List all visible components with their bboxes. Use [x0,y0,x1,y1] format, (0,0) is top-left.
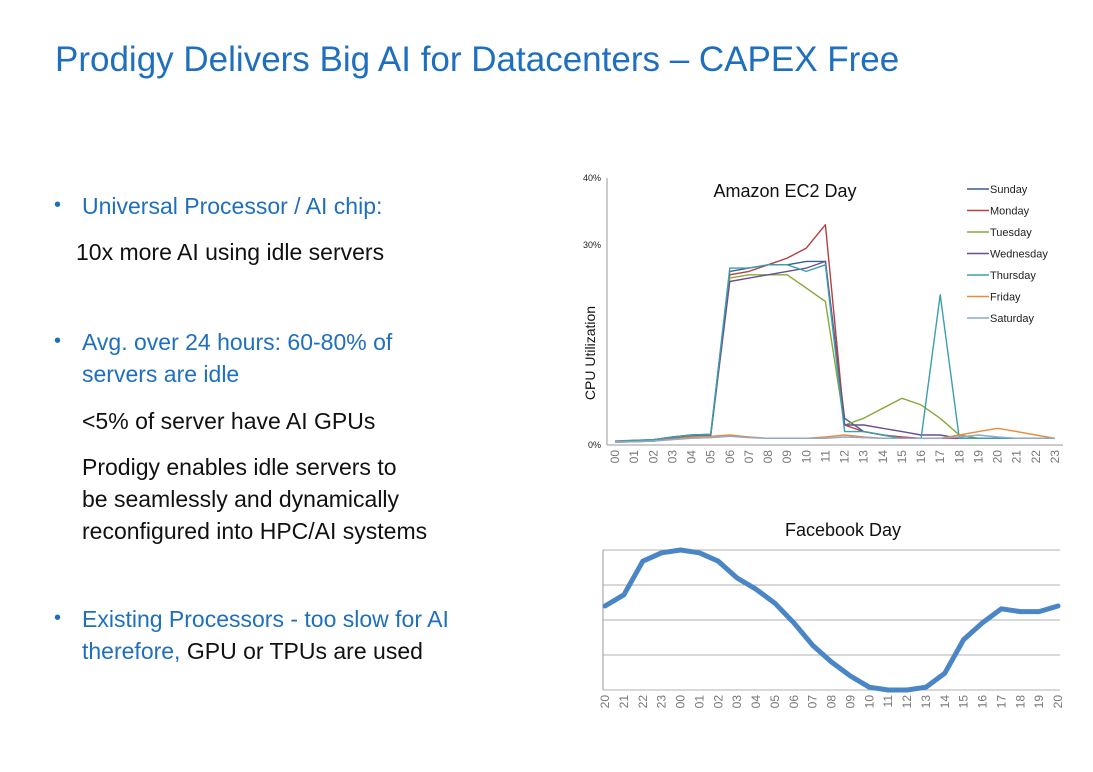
sub-text: reconfigured into HPC/AI systems [82,518,428,544]
x-tick-label: 05 [768,695,782,709]
series-line-tuesday [614,274,1055,443]
x-tick-label: 22 [1029,450,1043,464]
x-tick-label: 18 [952,450,966,464]
slide-title: Prodigy Delivers Big AI for Datacenters … [55,40,900,79]
legend-label: Monday [990,206,1030,218]
x-tick-label: 00 [674,695,688,709]
x-tick-label: 13 [919,695,933,709]
x-tick-label: 01 [692,695,706,709]
x-tick-label: 01 [627,450,641,464]
x-tick-label: 11 [881,695,895,708]
facebook-chart: Facebook Day 20 21 22 23 00 01 02 03 04 05 06 07 08 09… [598,520,1065,709]
x-tick-label: 22 [636,695,650,709]
y-tick-label: 30% [583,240,601,250]
bullet-marker: • [54,330,62,352]
bullet-text: Avg. over 24 hours: 60-80% of [82,329,393,355]
x-tick-label: 11 [818,450,832,463]
amazon-ec2-chart: 0% 30% 40% 00 01 02 03 04 05 06 07 08 09 10 11 12 13 14 15… [582,173,1063,464]
x-tick-label: 07 [742,450,756,464]
x-tick-label: 10 [862,695,876,709]
x-tick-label: 00 [608,450,622,464]
x-tick-label: 02 [646,450,660,464]
bullet-marker: • [54,194,62,216]
x-tick-label: 04 [749,695,763,709]
sub-text: 10x more AI using idle servers [76,239,385,265]
x-tick-label: 19 [1032,695,1046,709]
x-tick-label: 17 [933,450,947,464]
y-axis-label: CPU Utilization [582,306,598,400]
x-tick-label: 12 [900,695,914,709]
legend-label: Wednesday [990,249,1048,261]
legend-label: Friday [990,292,1021,304]
legend-label: Thursday [990,270,1036,282]
legend-label: Tuesday [990,227,1032,239]
x-tick-label: 02 [711,695,725,709]
bullet-text: therefore, GPU or TPUs are used [82,638,423,664]
series-line-thursday [614,264,1055,442]
x-tick-label: 12 [838,450,852,464]
x-tick-label: 03 [730,695,744,709]
x-tick-label: 06 [723,450,737,464]
x-tick-label: 17 [994,695,1008,709]
x-tick-label: 19 [971,450,985,464]
x-tick-label: 15 [895,450,909,464]
x-tick-label: 06 [787,695,801,709]
chart-title: Amazon EC2 Day [713,181,856,201]
x-tick-label: 08 [761,450,775,464]
x-tick-label: 18 [1013,695,1027,709]
x-tick-label: 21 [1010,450,1024,464]
x-tick-label: 10 [799,450,813,464]
series-line [602,547,1061,693]
bullet-text: Existing Processors - too slow for AI [82,606,449,632]
x-tick-label: 13 [857,450,871,464]
series-line-friday [615,427,1056,443]
bullet-text: servers are idle [82,361,240,387]
x-tick-label: 21 [617,695,631,709]
x-tick-label: 08 [825,695,839,709]
x-tick-label: 23 [655,695,669,709]
x-tick-label: 14 [876,450,890,464]
sub-text: be seamlessly and dynamically [82,486,400,512]
x-tick-label: 09 [843,695,857,709]
x-tick-label: 16 [914,450,928,464]
x-tick-label: 14 [938,695,952,709]
sub-text: <5% of server have AI GPUs [82,408,376,434]
y-tick-label: 40% [583,173,601,183]
chart-title: Facebook Day [785,520,901,540]
series-line-saturday [614,434,1055,443]
y-tick-label: 0% [588,440,601,450]
bullet-marker: • [54,607,62,629]
x-tick-label: 09 [780,450,794,464]
x-tick-label: 05 [704,450,718,464]
x-tick-label: 07 [806,695,820,709]
bullet-text: Universal Processor / AI chip: [82,193,383,219]
legend-label: Saturday [990,313,1035,325]
x-tick-label: 04 [685,450,699,464]
x-tick-label: 15 [957,695,971,709]
x-tick-label: 20 [598,695,612,709]
x-tick-label: 03 [665,450,679,464]
x-tick-label: 16 [976,695,990,709]
sub-text: Prodigy enables idle servers to [82,454,397,480]
x-tick-label: 23 [1048,450,1062,464]
series-line-monday [614,224,1055,443]
x-tick-label: 20 [1051,695,1065,709]
x-tick-label: 20 [991,450,1005,464]
legend-label: Sunday [990,184,1028,196]
